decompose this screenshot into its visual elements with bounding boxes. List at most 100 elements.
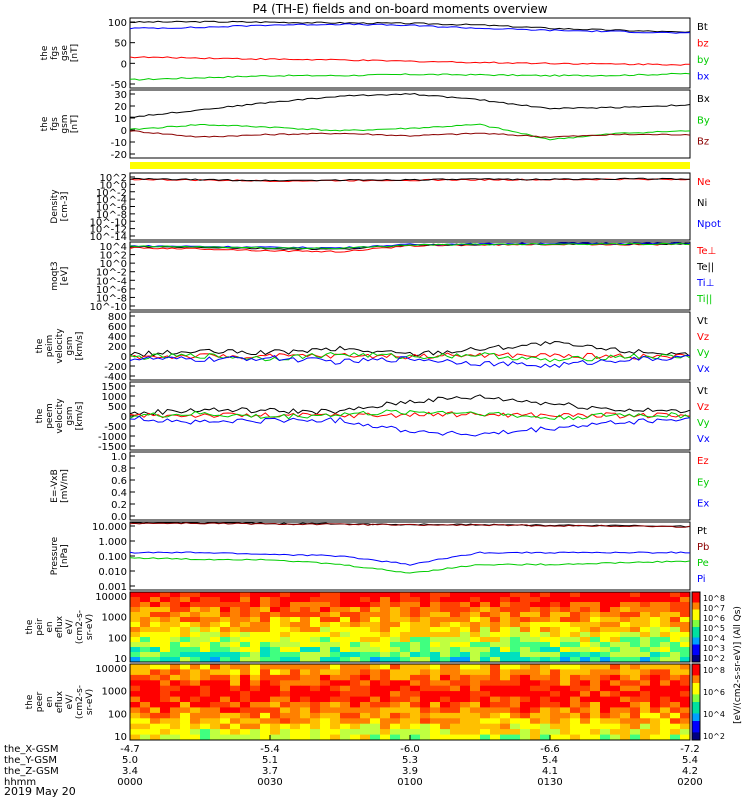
heatmap-cell [660,685,671,692]
heatmap-cell [400,647,411,653]
heatmap-cell [600,627,611,633]
heatmap-cell [170,632,181,638]
heatmap-cell [140,607,151,613]
heatmap-cell [440,642,451,648]
heatmap-cell [580,680,591,687]
y-axis-label: the [40,45,50,60]
heatmap-cell [340,696,351,703]
heatmap-cell [390,637,401,643]
heatmap-cell [280,669,291,676]
heatmap-cell [590,669,601,676]
heatmap-cell [460,685,471,692]
heatmap-cell [440,602,451,608]
heatmap-cell [300,597,311,603]
heatmap-cell [650,627,661,633]
heatmap-cell [150,602,161,608]
heatmap-cell [670,707,681,714]
heatmap-cell [480,718,491,725]
heatmap-cell [250,637,261,643]
heatmap-cell [280,637,291,643]
heatmap-cell [650,622,661,628]
heatmap-cell [190,622,201,628]
heatmap-cell [630,702,641,708]
heatmap-cell [220,647,231,653]
heatmap-cell [130,674,141,681]
heatmap-cell [340,718,351,725]
heatmap-cell [360,632,371,638]
y-tick-label: 10000 [95,592,127,603]
heatmap-cell [570,674,581,681]
heatmap-cell [670,734,681,741]
heatmap-cell [630,657,641,663]
heatmap-cell [180,612,191,618]
series-Ni [129,177,690,182]
heatmap-cell [190,696,201,703]
heatmap-cell [600,691,611,697]
heatmap-cell [350,734,361,741]
heatmap-cell [360,702,371,708]
heatmap-cell [670,729,681,735]
heatmap-cell [460,617,471,623]
heatmap-cell [230,642,241,648]
heatmap-cell [330,696,341,703]
heatmap-cell [460,702,471,708]
y-axis-label: fgs [50,117,60,131]
heatmap-cell [660,652,671,658]
heatmap-cell [540,632,551,638]
heatmap-cell [290,632,301,638]
heatmap-cell [240,680,251,687]
heatmap-cell [610,707,621,714]
colorbar-step [692,732,700,737]
heatmap-cell [610,627,621,633]
heatmap-cell [390,597,401,603]
legend-entry-Ti⊥: Ti⊥ [696,278,714,289]
heatmap-cell [620,612,631,618]
heatmap-cell [320,718,331,725]
heatmap-cell [350,642,361,648]
heatmap-cell [330,642,341,648]
heatmap-cell [360,707,371,714]
heatmap-cell [170,674,181,681]
heatmap-cell [540,664,551,670]
heatmap-cell [250,723,261,730]
heatmap-cell [510,657,521,663]
heatmap-cell [210,647,221,653]
heatmap-cell [380,680,391,687]
status-bar [130,162,690,169]
heatmap-cell [160,707,171,714]
colorbar-step [692,694,700,699]
heatmap-cell [480,696,491,703]
heatmap-cell [290,718,301,725]
y-tick-label: 10^-6 [96,285,127,296]
colorbar-step [692,609,700,614]
heatmap-cell [160,674,171,681]
heatmap-cell [130,602,141,608]
legend-entry-Vx: Vx [697,364,710,375]
y-tick-label: 0.010 [98,567,127,578]
heatmap-cell [540,597,551,603]
heatmap-cell [440,637,451,643]
heatmap-cell [140,664,151,670]
heatmap-cell [570,680,581,687]
heatmap-cell [670,691,681,697]
heatmap-cell [130,669,141,676]
heatmap-cell [260,674,271,681]
heatmap-cell [680,702,691,708]
heatmap-cell [510,592,521,598]
heatmap-cell [300,674,311,681]
heatmap-cell [150,637,161,643]
heatmap-cell [450,691,461,697]
heatmap-cell [600,664,611,670]
heatmap-cell [400,642,411,648]
y-tick-label: 600 [108,322,127,333]
heatmap-cell [280,723,291,730]
heatmap-cell [450,632,461,638]
heatmap-cell [640,723,651,730]
heatmap-cell [350,657,361,663]
heatmap-cell [410,652,421,658]
heatmap-cell [250,691,261,697]
ephemeris-value: 4.1 [542,766,558,777]
heatmap-cell [580,685,591,692]
heatmap-cell [170,680,181,687]
heatmap-cell [460,622,471,628]
